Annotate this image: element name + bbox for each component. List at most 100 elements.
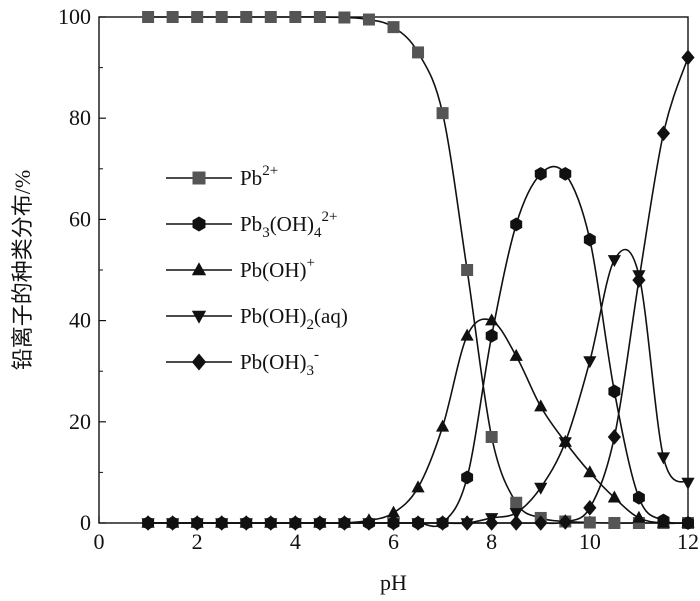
- legend-marker: [191, 353, 207, 371]
- data-point: [583, 356, 597, 369]
- data-point: [583, 516, 596, 529]
- data-point: [558, 514, 572, 530]
- data-point: [411, 480, 425, 493]
- x-tick-label: 6: [388, 529, 399, 554]
- data-point: [288, 515, 302, 531]
- data-point: [485, 430, 498, 443]
- series-layer: [141, 11, 695, 531]
- x-tick-label: 8: [486, 529, 497, 554]
- data-point: [583, 500, 597, 516]
- data-point: [509, 515, 523, 531]
- data-point: [509, 348, 523, 361]
- data-point: [289, 11, 302, 23]
- data-point: [534, 166, 547, 181]
- y-tick-label: 40: [69, 308, 91, 333]
- data-point: [411, 515, 425, 531]
- data-point: [387, 21, 400, 34]
- data-point: [190, 515, 204, 531]
- y-tick-label: 20: [69, 409, 91, 434]
- legend: Pb2+ Pb3(OH)42+ Pb(OH)+ Pb(OH)2(aq) Pb(OH)3-: [166, 163, 348, 379]
- data-point: [510, 496, 523, 509]
- data-point: [313, 11, 326, 23]
- series-2: [142, 165, 694, 530]
- data-point: [191, 11, 204, 23]
- data-point: [239, 515, 253, 531]
- legend-label: Pb2+: [240, 163, 278, 190]
- series-3: [141, 313, 695, 528]
- data-point: [583, 465, 597, 478]
- data-point: [607, 255, 621, 268]
- data-point: [166, 515, 180, 531]
- data-point: [460, 515, 474, 531]
- x-tick-label: 4: [290, 529, 301, 554]
- data-point: [509, 508, 523, 521]
- data-point: [607, 490, 621, 503]
- data-point: [534, 482, 548, 495]
- data-point: [166, 11, 179, 23]
- data-point: [681, 477, 695, 490]
- y-axis-ticks: 0 20 40 60 80 100: [58, 4, 106, 535]
- data-point: [656, 515, 671, 528]
- y-axis-title: 铅离子的种类分布/%: [10, 170, 35, 370]
- data-point: [412, 46, 425, 59]
- data-point: [485, 313, 499, 326]
- y-tick-label: 80: [69, 105, 91, 130]
- data-point: [435, 515, 450, 531]
- data-point: [607, 429, 621, 445]
- legend-marker: [191, 262, 207, 276]
- legend-item: Pb(OH)3-: [166, 347, 319, 379]
- legend-marker: [191, 310, 207, 324]
- data-point: [386, 505, 401, 518]
- legend-label: Pb(OH)3-: [240, 347, 319, 379]
- data-point: [435, 419, 450, 432]
- data-point: [460, 328, 474, 341]
- legend-item: Pb3(OH)42+: [166, 209, 337, 241]
- data-point: [338, 11, 351, 24]
- data-point: [485, 328, 498, 343]
- legend-item: Pb(OH)+: [166, 255, 315, 282]
- legend-label: Pb(OH)+: [240, 255, 315, 282]
- data-point: [608, 384, 621, 399]
- data-point: [608, 517, 621, 529]
- x-tick-label: 10: [579, 529, 601, 554]
- series-5: [141, 49, 695, 531]
- data-point: [215, 11, 228, 23]
- data-point: [386, 515, 401, 531]
- x-axis-title: pH: [380, 570, 407, 595]
- data-point: [534, 515, 548, 531]
- data-point: [656, 125, 671, 142]
- series-line: [148, 57, 689, 525]
- data-point: [141, 515, 155, 531]
- data-point: [436, 107, 449, 120]
- legend-item: Pb(OH)2(aq): [166, 304, 348, 333]
- legend-item: Pb2+: [166, 163, 278, 190]
- data-point: [559, 166, 572, 181]
- data-point: [264, 515, 278, 531]
- data-point: [337, 515, 352, 531]
- x-tick-label: 2: [192, 529, 203, 554]
- data-point: [510, 217, 523, 232]
- data-point: [681, 49, 695, 66]
- y-tick-label: 100: [58, 4, 91, 29]
- legend-marker: [192, 171, 206, 185]
- legend-label: Pb(OH)2(aq): [240, 304, 348, 333]
- y-tick-label: 0: [80, 510, 91, 535]
- y-tick-label: 60: [69, 206, 91, 231]
- x-tick-label: 0: [94, 529, 105, 554]
- series-line: [148, 165, 689, 528]
- data-point: [632, 272, 646, 288]
- data-point: [461, 470, 474, 485]
- data-point: [534, 399, 548, 412]
- data-point: [632, 510, 646, 523]
- data-point: [240, 11, 253, 23]
- data-point: [362, 515, 376, 531]
- data-point: [632, 490, 645, 505]
- data-point: [558, 437, 572, 450]
- data-point: [142, 11, 155, 23]
- data-point: [461, 264, 474, 276]
- data-point: [313, 515, 327, 531]
- x-tick-label: 12: [677, 529, 699, 554]
- data-point: [656, 452, 671, 465]
- data-point: [264, 11, 277, 23]
